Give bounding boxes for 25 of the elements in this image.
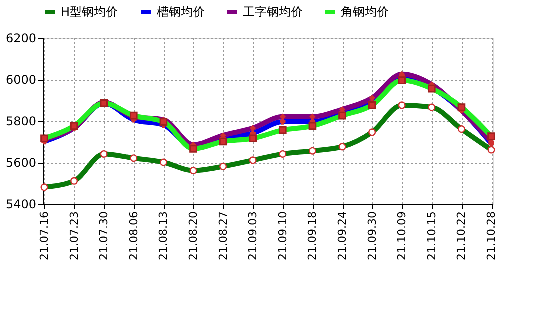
x-tick-label: 21.07.30: [98, 212, 111, 260]
x-tick-label: 21.07.16: [38, 212, 51, 260]
x-tick-label: 21.09.24: [336, 212, 350, 260]
x-tick-label: 21.09.03: [246, 212, 260, 260]
legend-label: 槽钢均价: [157, 5, 205, 19]
y-tick-label: 5400: [6, 198, 36, 212]
legend-label: H型钢均价: [61, 5, 118, 19]
x-tick-label: 21.08.06: [127, 212, 140, 260]
x-tick-label: 21.08.27: [216, 212, 230, 260]
x-tick-label: 21.07.23: [68, 212, 81, 260]
x-tick-label: 21.09.18: [306, 212, 320, 260]
x-tick-label: 21.08.13: [157, 212, 170, 260]
x-tick-label: 21.10.15: [425, 212, 438, 260]
legend-label: 角钢均价: [341, 5, 389, 19]
y-tick-label: 5800: [6, 114, 36, 128]
y-tick-label: 6000: [6, 73, 36, 87]
x-tick-label: 21.10.09: [396, 212, 409, 260]
x-tick-label: 21.09.30: [366, 212, 379, 260]
legend-label: 工字钢均价: [243, 5, 303, 19]
x-tick-label: 21.10.22: [455, 212, 468, 260]
x-tick-label: 21.10.28: [485, 212, 498, 260]
x-tick-label: 21.09.10: [276, 212, 290, 260]
x-tick-label: 21.08.20: [186, 212, 200, 260]
y-tick-label: 5600: [6, 156, 36, 170]
y-tick-label: 6200: [6, 32, 36, 46]
